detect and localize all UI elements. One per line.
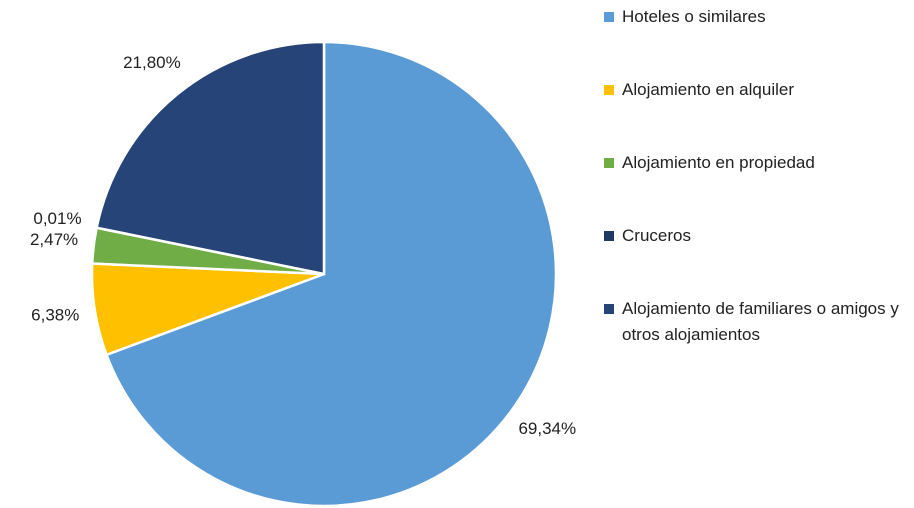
legend-item: Cruceros bbox=[604, 223, 904, 296]
legend-item: Hoteles o similares bbox=[604, 4, 904, 77]
legend-item: Alojamiento en propiedad bbox=[604, 150, 904, 223]
legend-swatch bbox=[604, 85, 614, 95]
legend: Hoteles o similares Alojamiento en alquil… bbox=[604, 4, 904, 369]
data-label: 0,01% bbox=[33, 209, 81, 228]
data-label: 69,34% bbox=[518, 419, 576, 438]
legend-item: Alojamiento de familiares o amigos y otr… bbox=[604, 296, 904, 369]
chart: 69,34% 6,38% 2,47% 0,01% 21,80% bbox=[30, 40, 576, 508]
legend-label: Hoteles o similares bbox=[622, 7, 766, 26]
pie-slice bbox=[95, 40, 326, 276]
data-label: 2,47% bbox=[30, 230, 78, 249]
legend-label: Cruceros bbox=[622, 226, 691, 245]
legend-label: Alojamiento en propiedad bbox=[622, 153, 815, 172]
legend-swatch bbox=[604, 304, 614, 314]
data-label: 6,38% bbox=[31, 306, 79, 325]
legend-swatch bbox=[604, 158, 614, 168]
pie-slice bbox=[104, 40, 558, 508]
legend-label: Alojamiento en alquiler bbox=[622, 80, 794, 99]
legend-swatch bbox=[604, 12, 614, 22]
legend-label: Alojamiento de familiares o amigos y otr… bbox=[622, 299, 899, 344]
data-label: 21,80% bbox=[123, 53, 181, 72]
legend-item: Alojamiento en alquiler bbox=[604, 77, 904, 150]
legend-swatch bbox=[604, 231, 614, 241]
